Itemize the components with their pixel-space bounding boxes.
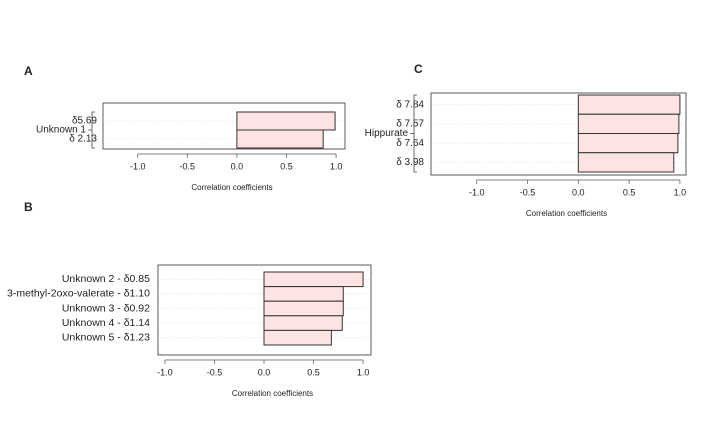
category-label: δ5.69 — [72, 116, 97, 127]
bar — [236, 129, 324, 149]
plot-box — [430, 92, 687, 176]
panel-label: B — [24, 200, 33, 214]
x-axis-title: Correlation coefficients — [232, 389, 313, 398]
bar — [577, 152, 675, 173]
x-tick-label: -1.0 — [469, 187, 485, 197]
category-label: Unknown 4 - δ1.14 — [62, 317, 150, 329]
x-tick-label: -0.5 — [520, 187, 536, 197]
x-tick-label: 1.0 — [357, 367, 370, 377]
x-tick-label: 0.0 — [572, 187, 585, 197]
x-tick-label: 0.5 — [307, 367, 320, 377]
x-tick-label: -1.0 — [157, 367, 173, 377]
bar — [263, 315, 343, 331]
x-axis-title: Correlation coefficients — [191, 183, 272, 192]
category-label: δ 7.84 — [396, 99, 424, 110]
x-tick-label: -1.0 — [130, 161, 146, 171]
category-label: δ 7.64 — [396, 138, 424, 149]
bar — [263, 286, 344, 302]
panel-label: A — [24, 64, 33, 78]
panel-label: C — [414, 62, 423, 76]
x-axis-title: Correlation coefficients — [526, 209, 607, 218]
x-tick-label: 0.0 — [258, 367, 271, 377]
bar — [577, 94, 681, 115]
x-tick-label: -0.5 — [207, 367, 223, 377]
x-tick-label: 1.0 — [674, 187, 687, 197]
category-label: 3-methyl-2oxo-valerate - δ1.10 — [7, 288, 150, 300]
group-bracket — [88, 111, 95, 149]
x-tick-label: 0.0 — [231, 161, 244, 171]
category-label: Unknown 5 - δ1.23 — [62, 331, 150, 343]
bar — [263, 271, 364, 288]
bar — [263, 329, 332, 346]
group-bracket — [410, 94, 417, 173]
x-tick-label: 1.0 — [330, 161, 343, 171]
plot-box — [102, 102, 346, 150]
group-label: Hippurate — [365, 128, 409, 139]
category-label: Unknown 2 - δ0.85 — [62, 273, 150, 285]
bar — [577, 113, 680, 134]
bar — [577, 133, 679, 154]
x-tick-label: -0.5 — [180, 161, 196, 171]
category-label: Unknown 3 - δ0.92 — [62, 302, 150, 314]
bar — [236, 111, 336, 131]
bar — [263, 300, 344, 317]
category-label: δ 3.98 — [396, 157, 424, 168]
category-label: δ 2.13 — [69, 134, 97, 145]
group-label: Unknown 1 — [36, 125, 86, 136]
x-tick-label: 0.5 — [623, 187, 636, 197]
plot-box — [157, 264, 372, 356]
x-tick-label: 0.5 — [280, 161, 293, 171]
category-label: δ 7.57 — [396, 119, 424, 130]
